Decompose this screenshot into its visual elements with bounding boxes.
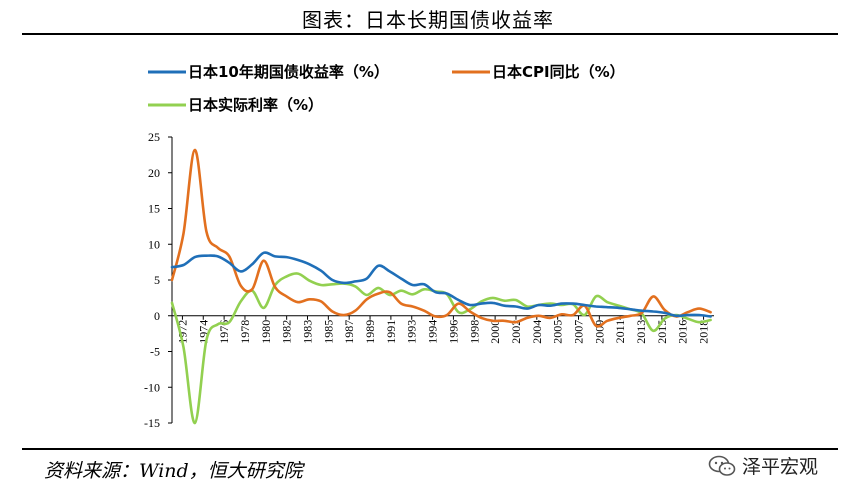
top-rule	[22, 33, 838, 35]
series-lines	[170, 148, 712, 425]
y-tick-label: -10	[144, 380, 160, 394]
x-tick-label: 1993	[405, 320, 419, 344]
y-tick-label: -15	[144, 416, 160, 430]
y-tick-label: 0	[154, 309, 160, 323]
x-tick-label: 1994	[426, 320, 440, 344]
y-tick-label: -5	[150, 345, 160, 359]
page-title: 图表：日本长期国债收益率	[302, 8, 554, 32]
x-tick-label: 2005	[551, 320, 565, 344]
x-tick-label: 2004	[530, 320, 544, 344]
y-tick-label: 10	[148, 237, 160, 251]
watermark: 泽平宏观	[708, 452, 818, 479]
x-tick-label: 1982	[280, 320, 294, 344]
legend-label-cpi: 日本CPI同比（%）	[492, 63, 625, 81]
bottom-rule	[22, 448, 838, 450]
x-tick-label: 1985	[321, 320, 335, 344]
x-tick-label: 2013	[634, 320, 648, 344]
x-tick-label: 1998	[467, 320, 481, 344]
series-line-cpi	[170, 148, 712, 328]
x-tick-label: 2016	[676, 320, 690, 344]
legend: 日本10年期国债收益率（%） 日本CPI同比（%） 日本实际利率（%）	[148, 63, 625, 114]
x-tick-label: 2007	[572, 320, 586, 344]
x-tick-label: 1996	[446, 320, 460, 344]
wechat-icon	[708, 455, 736, 476]
x-tick-label: 2018	[697, 320, 711, 344]
legend-label-real: 日本实际利率（%）	[188, 96, 323, 114]
y-tick-label: 5	[154, 273, 160, 287]
x-tick-label: 1987	[342, 320, 356, 344]
x-tick-label: 2011	[613, 320, 627, 344]
x-tick-label: 2000	[488, 320, 502, 344]
series-line-yield	[170, 251, 712, 318]
x-tick-label: 1978	[238, 320, 252, 344]
x-tick-label: 1980	[259, 320, 273, 344]
y-tick-label: 20	[148, 166, 160, 180]
source-note: 资料来源：Wind，恒大研究院	[44, 460, 303, 482]
watermark-text: 泽平宏观	[742, 456, 819, 478]
x-tick-label: 1991	[384, 320, 398, 344]
x-tick-label: 1976	[217, 320, 231, 344]
x-tick-label: 1989	[363, 320, 377, 344]
series-line-real	[170, 272, 712, 425]
x-tick-label: 2002	[509, 320, 523, 344]
x-tick-label: 1983	[301, 320, 315, 344]
legend-label-yield: 日本10年期国债收益率（%）	[188, 63, 389, 81]
y-tick-label: 15	[148, 202, 160, 216]
y-tick-label: 25	[148, 130, 160, 144]
